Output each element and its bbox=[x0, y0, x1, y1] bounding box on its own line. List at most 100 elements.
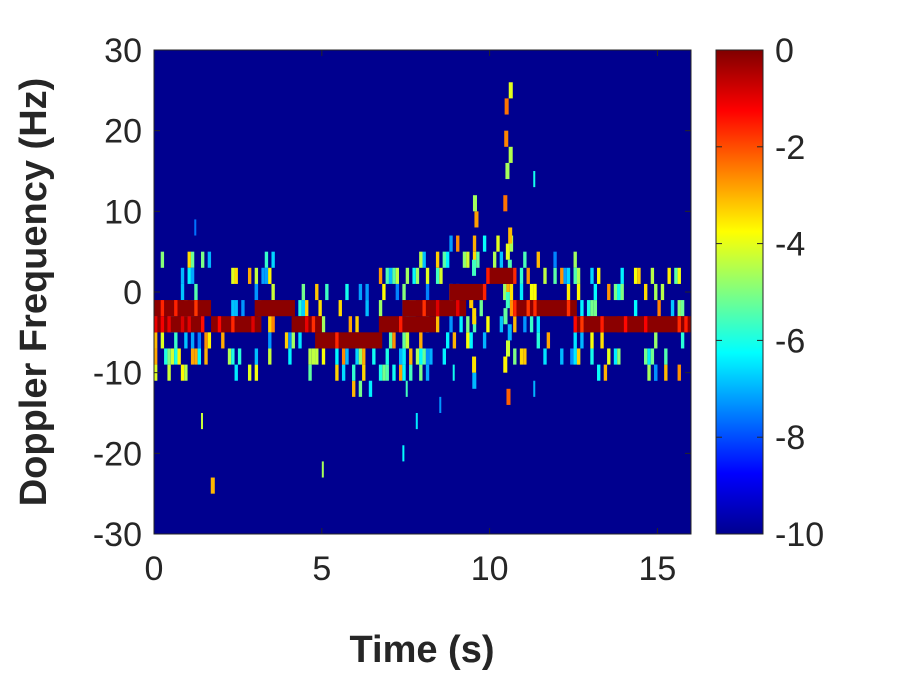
heatmap-speckle bbox=[677, 267, 681, 284]
heatmap-speckle bbox=[536, 316, 540, 333]
heatmap-speckle bbox=[184, 364, 188, 381]
heatmap-speckle bbox=[382, 364, 386, 381]
colorbar-tick-label: -10 bbox=[775, 516, 824, 554]
heatmap-speckle bbox=[529, 316, 534, 333]
heatmap-ridge-bin bbox=[449, 283, 487, 301]
heatmap-speckle bbox=[573, 251, 577, 268]
heatmap-speckle bbox=[419, 332, 423, 349]
heatmap-speckle bbox=[472, 235, 477, 252]
heatmap-speckle bbox=[378, 364, 383, 381]
heatmap-speckle bbox=[177, 348, 181, 365]
heatmap-speckle bbox=[613, 348, 618, 365]
colorbar-tick-label: -8 bbox=[775, 419, 805, 457]
heatmap-speckle bbox=[523, 251, 527, 268]
heatmap-speckle bbox=[536, 251, 540, 268]
y-axis: -30 -20 -10 0 10 20 30 bbox=[93, 32, 691, 554]
heatmap-speckle bbox=[197, 348, 201, 365]
heatmap-speckle bbox=[590, 267, 594, 284]
y-axis-label: Doppler Frequency (Hz) bbox=[13, 78, 55, 507]
heatmap-ridge-bin bbox=[187, 316, 191, 333]
heatmap-speckle bbox=[647, 348, 651, 365]
heatmap-speckle bbox=[187, 267, 191, 284]
heatmap-speckle bbox=[164, 348, 168, 365]
heatmap-speckle bbox=[415, 413, 418, 430]
heatmap-speckle bbox=[321, 461, 324, 478]
colorbar-tick-label: -6 bbox=[775, 322, 805, 360]
heatmap-speckle bbox=[341, 348, 346, 365]
heatmap-speckle bbox=[174, 348, 178, 365]
heatmap-speckle bbox=[402, 364, 406, 381]
heatmap-speckle bbox=[509, 235, 514, 252]
heatmap-speckle bbox=[533, 171, 536, 188]
heatmap-transient bbox=[508, 82, 513, 99]
heatmap-speckle bbox=[180, 267, 185, 284]
heatmap-ridge-bin bbox=[200, 316, 205, 333]
heatmap-speckle bbox=[187, 251, 191, 268]
heatmap-speckle bbox=[231, 300, 235, 317]
heatmap-speckle bbox=[200, 251, 205, 268]
heatmap-speckle bbox=[308, 348, 312, 365]
heatmap-speckle bbox=[456, 235, 460, 252]
heatmap-speckle bbox=[422, 348, 426, 365]
heatmap-speckle bbox=[409, 348, 413, 365]
heatmap-speckle bbox=[439, 267, 443, 284]
heatmap-speckle bbox=[617, 283, 621, 301]
heatmap-speckle bbox=[597, 364, 601, 381]
heatmap-speckle bbox=[657, 300, 661, 317]
heatmap-speckle bbox=[680, 300, 685, 317]
heatmap-speckle bbox=[207, 251, 212, 268]
heatmap-speckle bbox=[271, 251, 275, 268]
heatmap-speckle bbox=[174, 332, 178, 349]
heatmap-ridge-bin bbox=[160, 300, 165, 317]
heatmap-speckle bbox=[298, 300, 302, 317]
heatmap-speckle bbox=[476, 251, 480, 268]
heatmap-speckle bbox=[271, 283, 275, 301]
heatmap-speckle bbox=[227, 348, 232, 365]
heatmap-speckle bbox=[573, 332, 577, 349]
heatmap-speckle bbox=[301, 283, 306, 301]
y-tick-label: 20 bbox=[104, 113, 142, 151]
heatmap-speckle bbox=[590, 332, 594, 349]
heatmap-transient bbox=[504, 130, 509, 147]
heatmap-ridge-bin bbox=[486, 267, 490, 284]
heatmap-speckle bbox=[352, 380, 356, 397]
heatmap-speckle bbox=[388, 267, 393, 284]
heatmap-speckle bbox=[284, 332, 289, 349]
heatmap-speckle bbox=[576, 348, 581, 365]
y-tick-label: -30 bbox=[93, 516, 142, 554]
heatmap-speckle bbox=[338, 300, 342, 317]
heatmap-speckle bbox=[419, 364, 423, 381]
heatmap-speckle bbox=[207, 332, 212, 349]
heatmap-speckle bbox=[167, 348, 171, 365]
heatmap-speckle bbox=[241, 300, 245, 317]
heatmap-speckle bbox=[341, 364, 346, 381]
heatmap-speckle bbox=[570, 348, 574, 365]
heatmap-speckle bbox=[647, 364, 651, 381]
y-tick-label: -10 bbox=[93, 355, 142, 393]
heatmap-speckle bbox=[190, 332, 195, 349]
heatmap-speckle bbox=[358, 283, 363, 301]
colorbar-tick-label: 0 bbox=[775, 32, 794, 70]
x-tick-label: 15 bbox=[639, 550, 677, 588]
heatmap-speckle bbox=[308, 364, 312, 381]
heatmap-ridge-bin bbox=[691, 316, 694, 332]
heatmap-speckle bbox=[650, 348, 655, 365]
heatmap-speckle bbox=[154, 332, 158, 349]
heatmap-speckle bbox=[385, 364, 389, 381]
heatmap-speckle bbox=[449, 316, 453, 333]
heatmap-speckle bbox=[382, 283, 386, 301]
heatmap-speckle bbox=[563, 267, 567, 284]
heatmap-speckle bbox=[392, 267, 396, 284]
y-tick-label: -20 bbox=[93, 435, 142, 473]
heatmap-speckle bbox=[566, 283, 571, 301]
heatmap-transient bbox=[506, 388, 511, 405]
heatmap-speckle bbox=[345, 283, 349, 301]
heatmap-speckle bbox=[664, 348, 668, 365]
heatmap-speckle bbox=[580, 300, 584, 317]
heatmap-speckle bbox=[388, 332, 393, 349]
heatmap-speckle bbox=[184, 332, 188, 349]
heatmap-speckle bbox=[291, 332, 295, 349]
heatmap-speckle bbox=[503, 283, 507, 301]
heatmap-speckle bbox=[247, 267, 252, 284]
heatmap-speckle bbox=[674, 267, 678, 284]
